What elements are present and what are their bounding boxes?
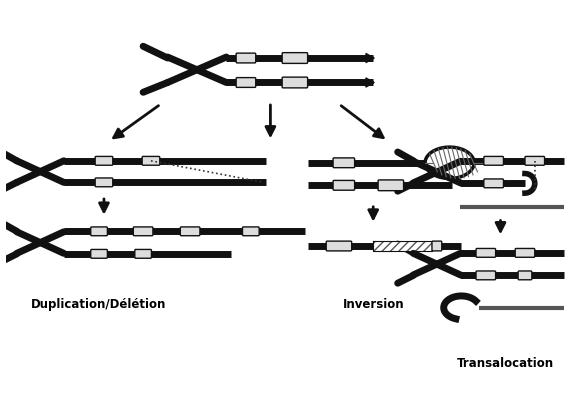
FancyBboxPatch shape [91,227,107,236]
FancyBboxPatch shape [282,53,307,63]
FancyBboxPatch shape [236,77,256,87]
FancyBboxPatch shape [243,227,259,236]
FancyBboxPatch shape [133,227,153,236]
Polygon shape [373,241,432,251]
Text: Duplication/Délétion: Duplication/Délétion [31,298,167,311]
FancyBboxPatch shape [484,156,503,165]
FancyBboxPatch shape [484,179,503,188]
FancyBboxPatch shape [432,241,442,251]
FancyBboxPatch shape [282,77,307,88]
FancyBboxPatch shape [515,249,535,257]
Text: Transalocation: Transalocation [457,357,554,369]
FancyBboxPatch shape [525,156,545,165]
FancyBboxPatch shape [333,158,354,168]
FancyBboxPatch shape [518,271,532,280]
FancyBboxPatch shape [95,178,113,187]
FancyBboxPatch shape [142,156,160,165]
FancyBboxPatch shape [476,271,496,280]
FancyBboxPatch shape [333,180,354,190]
FancyBboxPatch shape [378,180,404,191]
FancyBboxPatch shape [91,249,107,258]
FancyBboxPatch shape [135,249,152,258]
FancyBboxPatch shape [236,53,256,63]
FancyBboxPatch shape [95,156,113,165]
FancyBboxPatch shape [476,249,496,257]
Text: Inversion: Inversion [342,298,404,311]
FancyBboxPatch shape [180,227,200,236]
FancyBboxPatch shape [326,241,351,251]
Polygon shape [425,147,474,178]
